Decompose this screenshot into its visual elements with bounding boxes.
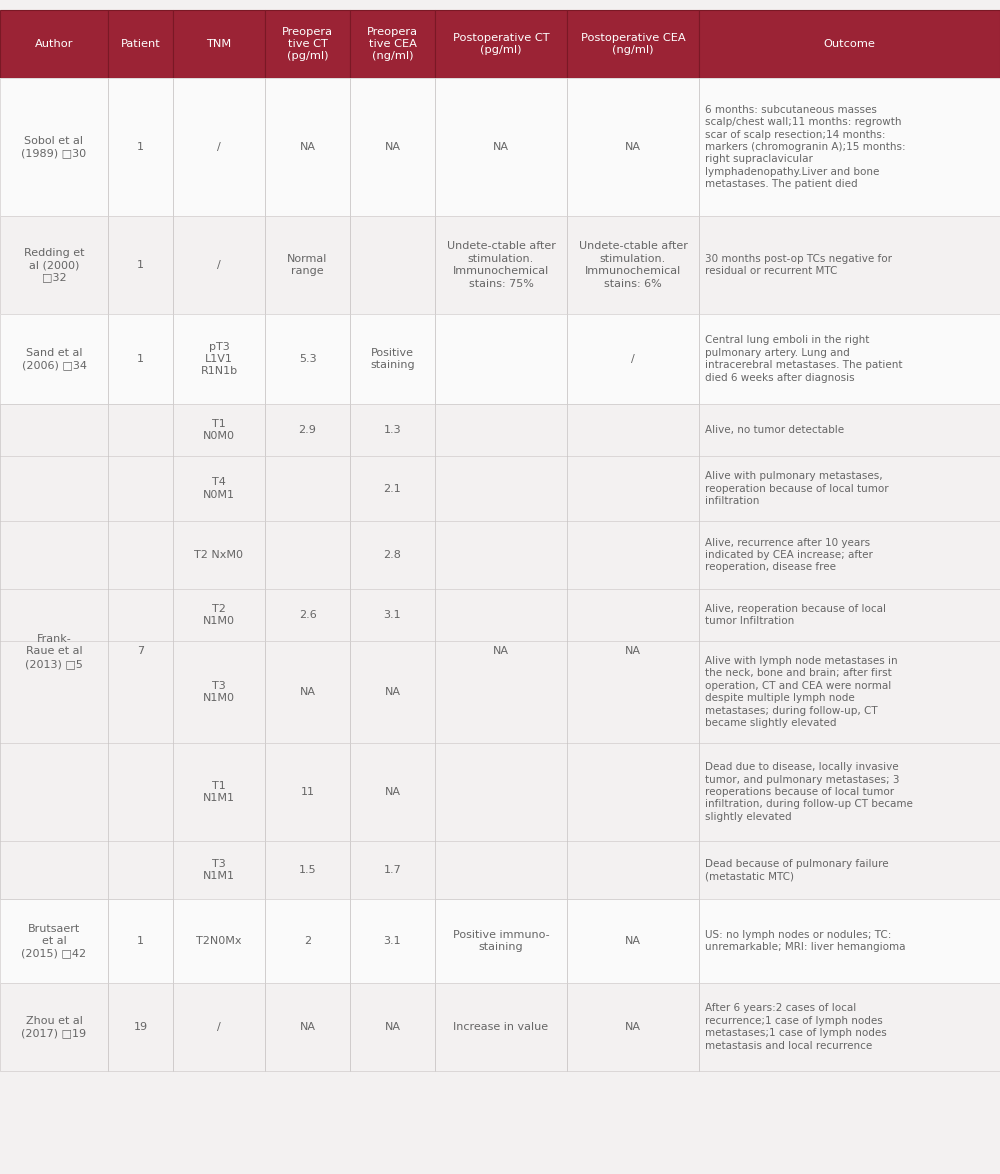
Bar	[567, 77, 699, 216]
Text: Patient: Patient	[121, 39, 160, 49]
Text: Dead because of pulmonary failure
(metastatic MTC): Dead because of pulmonary failure (metas…	[705, 859, 889, 882]
Bar	[435, 743, 567, 841]
Bar	[0, 743, 1000, 841]
Bar	[699, 313, 1000, 404]
Bar	[699, 589, 1000, 641]
Bar	[173, 456, 265, 521]
Bar	[567, 641, 699, 743]
Text: 5.3: 5.3	[299, 355, 316, 364]
Text: Increase in value: Increase in value	[453, 1023, 549, 1032]
Text: 1.3: 1.3	[384, 425, 401, 436]
Text: Redding et
al (2000)
□32: Redding et al (2000) □32	[24, 248, 84, 283]
Text: /: /	[217, 1023, 221, 1032]
Text: /: /	[631, 355, 635, 364]
Bar	[567, 983, 699, 1071]
Bar	[0, 313, 108, 404]
Bar	[108, 899, 173, 983]
Text: NA: NA	[384, 787, 400, 797]
Text: 19: 19	[133, 1023, 148, 1032]
Text: NA: NA	[300, 142, 316, 151]
Text: 2.8: 2.8	[384, 549, 401, 560]
Bar	[173, 841, 265, 899]
Bar	[699, 641, 1000, 743]
Bar	[173, 589, 265, 641]
Bar	[0, 404, 1000, 456]
Text: 1: 1	[137, 259, 144, 270]
Bar	[699, 743, 1000, 841]
Bar	[0, 589, 108, 641]
Text: 2: 2	[304, 936, 311, 946]
Text: /: /	[217, 259, 221, 270]
Bar	[0, 404, 108, 456]
Bar	[173, 641, 265, 743]
Bar	[265, 589, 350, 641]
Bar	[0, 456, 1000, 521]
Bar	[108, 313, 173, 404]
Text: Dead due to disease, locally invasive
tumor, and pulmonary metastases; 3
reopera: Dead due to disease, locally invasive tu…	[705, 762, 913, 822]
Bar	[567, 216, 699, 313]
Text: NA: NA	[625, 936, 641, 946]
Bar	[567, 743, 699, 841]
Bar	[108, 216, 173, 313]
Text: US: no lymph nodes or nodules; TC:
unremarkable; MRI: liver hemangioma: US: no lymph nodes or nodules; TC: unrem…	[705, 930, 906, 952]
Text: 1: 1	[137, 936, 144, 946]
Bar	[108, 521, 173, 589]
Bar	[0, 521, 1000, 589]
Bar	[350, 77, 435, 216]
Text: NA: NA	[493, 142, 509, 151]
Bar	[567, 11, 699, 77]
Bar	[108, 983, 173, 1071]
Bar	[0, 404, 108, 899]
Text: Positive immuno-
staining: Positive immuno- staining	[453, 930, 549, 952]
Bar	[699, 11, 1000, 77]
Bar	[435, 641, 567, 743]
Text: 3.1: 3.1	[384, 936, 401, 946]
Bar	[173, 313, 265, 404]
Text: Central lung emboli in the right
pulmonary artery. Lung and
intracerebral metast: Central lung emboli in the right pulmona…	[705, 336, 902, 383]
Text: 1.5: 1.5	[299, 865, 316, 875]
Text: Alive, recurrence after 10 years
indicated by CEA increase; after
reoperation, d: Alive, recurrence after 10 years indicat…	[705, 538, 873, 573]
Bar	[699, 899, 1000, 983]
Bar	[0, 641, 108, 743]
Bar	[108, 404, 173, 899]
Bar	[567, 456, 699, 521]
Bar	[567, 899, 699, 983]
Bar	[350, 521, 435, 589]
Bar	[265, 313, 350, 404]
Text: NA: NA	[300, 687, 316, 697]
Bar	[567, 404, 699, 456]
Bar	[0, 899, 1000, 983]
Text: NA: NA	[625, 142, 641, 151]
Bar	[108, 641, 173, 743]
Bar	[265, 983, 350, 1071]
Bar	[350, 11, 435, 77]
Text: T2 NxM0: T2 NxM0	[194, 549, 244, 560]
Text: Alive, reoperation because of local
tumor Infiltration: Alive, reoperation because of local tumo…	[705, 603, 886, 626]
Text: NA: NA	[384, 1023, 400, 1032]
Bar	[699, 521, 1000, 589]
Bar	[0, 77, 108, 216]
Bar	[435, 983, 567, 1071]
Text: Preopera
tive CEA
(ng/ml): Preopera tive CEA (ng/ml)	[367, 27, 418, 61]
Bar	[350, 589, 435, 641]
Bar	[265, 641, 350, 743]
Text: Author: Author	[35, 39, 73, 49]
Bar	[265, 456, 350, 521]
Bar	[350, 456, 435, 521]
Bar	[350, 841, 435, 899]
Text: pT3
L1V1
R1N1b: pT3 L1V1 R1N1b	[200, 342, 238, 377]
Bar	[265, 216, 350, 313]
Bar	[265, 11, 350, 77]
Bar	[567, 521, 699, 589]
Text: 1: 1	[137, 142, 144, 151]
Text: 1.7: 1.7	[384, 865, 401, 875]
Text: T4
N0M1: T4 N0M1	[203, 478, 235, 500]
Bar	[699, 216, 1000, 313]
Bar	[173, 983, 265, 1071]
Bar	[435, 899, 567, 983]
Bar	[435, 216, 567, 313]
Bar	[699, 841, 1000, 899]
Bar	[435, 456, 567, 521]
Bar	[108, 456, 173, 521]
Bar	[265, 899, 350, 983]
